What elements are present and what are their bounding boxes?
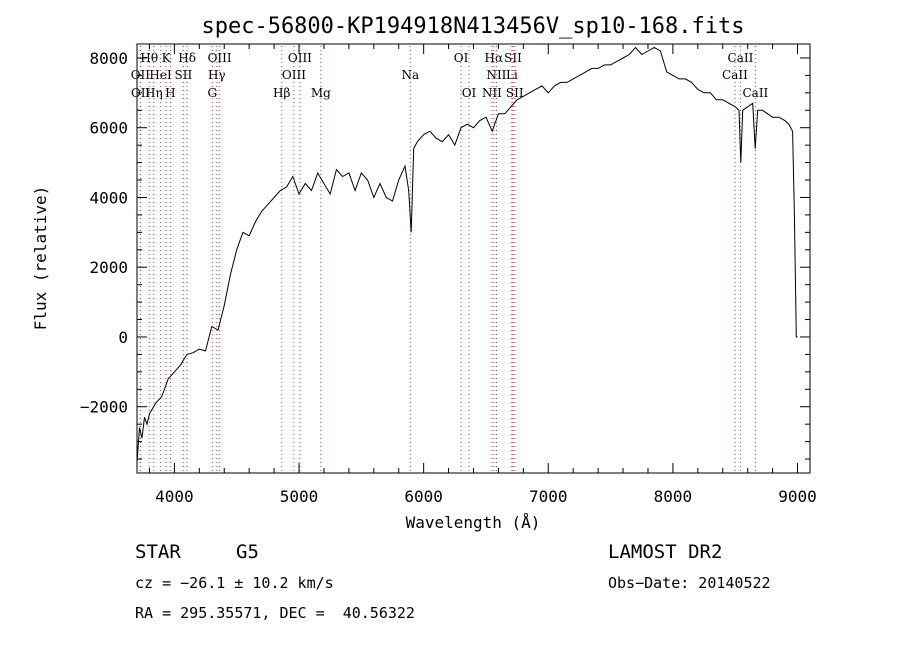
spectral-line-label: OIII — [208, 51, 232, 65]
survey-name: LAMOST DR2 — [608, 541, 723, 563]
coordinates-text: RA = 295.35571, DEC = 40.56322 — [135, 604, 415, 622]
x-tick-label: 5000 — [280, 487, 319, 506]
redshift-text: cz = −26.1 ± 10.2 km/s — [135, 574, 334, 592]
spectral-line-label: G — [207, 86, 217, 100]
y-tick-label: 6000 — [89, 119, 128, 138]
x-tick-label: 8000 — [654, 487, 693, 506]
obs-date-text: Obs−Date: 20140522 — [608, 574, 771, 592]
x-tick-label: 7000 — [529, 487, 568, 506]
y-tick-label: 8000 — [89, 49, 128, 68]
y-tick-label: 4000 — [89, 188, 128, 207]
spectral-line-label: OIII — [282, 68, 306, 82]
spectral-line-label: OIII — [288, 51, 312, 65]
spectral-line-label: Mg — [311, 86, 331, 100]
spectral-line-label: H — [165, 86, 175, 100]
spectrum-series — [136, 46, 798, 463]
spectral-line-label: Hβ — [273, 86, 290, 100]
spectral-line-label: HeI — [149, 68, 172, 82]
spectral-line-label: OI — [462, 86, 477, 100]
y-tick-label: 2000 — [89, 258, 128, 277]
object-class: STAR — [135, 541, 181, 563]
spectral-line-label: SII — [175, 68, 193, 82]
spectral-line-label: CaII — [742, 86, 768, 100]
spectral-line-label: Hα — [485, 51, 504, 65]
y-axis-label: Flux (relative) — [31, 186, 50, 331]
spectral-line-label: NII — [486, 68, 506, 82]
chart-title: spec-56800-KP194918N413456V_sp10-168.fit… — [201, 14, 744, 39]
plot-frame — [136, 43, 811, 474]
y-tick-label: 0 — [118, 328, 128, 347]
x-axis-ticks: 4000 5000 6000 7000 8000 9000 — [148, 44, 817, 506]
x-tick-label: 6000 — [404, 487, 443, 506]
spectral-line-label: Li — [506, 68, 518, 82]
y-axis-ticks: −2000 0 2000 4000 6000 8000 — [80, 49, 810, 460]
spectral-line-label: Hδ — [178, 51, 196, 65]
spectral-line-label: SII — [504, 51, 522, 65]
object-subclass: G5 — [236, 541, 259, 563]
spectral-line-label: OI — [454, 51, 469, 65]
x-axis-label: Wavelength (Å) — [406, 513, 541, 532]
spectral-line-label: Na — [401, 68, 419, 82]
spectral-line-label: K — [162, 51, 172, 65]
spectral-line-label: SII — [506, 86, 524, 100]
x-tick-label: 4000 — [155, 487, 194, 506]
x-tick-label: 9000 — [778, 487, 817, 506]
spectral-line-label: CaII — [728, 51, 754, 65]
y-tick-label: −2000 — [80, 398, 128, 417]
spectral-line-label: Hγ — [208, 68, 226, 82]
spectral-line-label: Hη — [145, 86, 163, 100]
spectral-line-label: NII — [482, 86, 502, 100]
spectral-line-label: CaII — [722, 68, 748, 82]
